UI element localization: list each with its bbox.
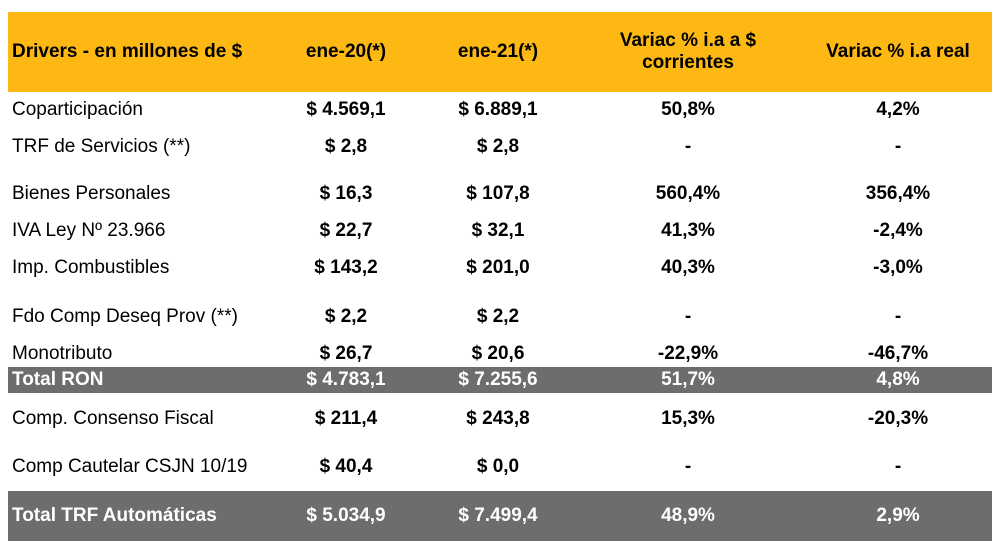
row-ene-20: $ 4.783,1 (306, 369, 386, 390)
row-variac-real: - (894, 136, 902, 157)
row-ene-21: $ 0,0 (476, 456, 520, 477)
header-ene-20: ene-20(*) (305, 41, 387, 62)
row-ene-21: $ 6.889,1 (458, 99, 538, 120)
row-variac-corrientes: 40,3% (661, 257, 715, 278)
row-ene-21: $ 7.499,4 (458, 505, 538, 526)
row-label: Total TRF Automáticas (12, 505, 217, 526)
row-ene-20: $ 16,3 (319, 183, 373, 204)
row-variac-corrientes: - (684, 306, 692, 327)
row-ene-21: $ 2,2 (476, 306, 520, 327)
total-trf-automaticas-row: Total TRF Automáticas $ 5.034,9 $ 7.499,… (8, 491, 992, 541)
row-label: TRF de Servicios (**) (12, 136, 191, 157)
drivers-table: Drivers - en millones de $ ene-20(*) ene… (8, 12, 992, 543)
row-variac-real: 2,9% (876, 505, 920, 526)
header-drivers: Drivers - en millones de $ (12, 41, 243, 62)
row-variac-corrientes: 48,9% (661, 505, 715, 526)
row-variac-corrientes: 41,3% (661, 220, 715, 241)
row-label: Comp Cautelar CSJN 10/19 (12, 456, 248, 477)
row-variac-corrientes: 15,3% (661, 408, 715, 429)
row-label: Fdo Comp Deseq Prov (**) (12, 306, 238, 327)
row-ene-20: $ 211,4 (314, 408, 378, 429)
row-ene-20: $ 22,7 (319, 220, 373, 241)
row-ene-21: $ 243,8 (466, 408, 530, 429)
table-row: IVA Ley Nº 23.966 $ 22,7 $ 32,1 41,3% -2… (8, 212, 992, 250)
row-ene-21: $ 107,8 (466, 183, 530, 204)
row-variac-corrientes: 51,7% (661, 369, 715, 390)
row-variac-real: -20,3% (867, 408, 929, 429)
header-variac-real: Variac % i.a real (826, 41, 970, 62)
row-ene-20: $ 4.569,1 (306, 99, 386, 120)
row-variac-corrientes: 560,4% (655, 183, 721, 204)
row-ene-20: $ 2,2 (324, 306, 368, 327)
row-ene-21: $ 20,6 (471, 343, 525, 364)
row-variac-corrientes: -22,9% (657, 343, 719, 364)
row-label: Bienes Personales (12, 183, 171, 204)
row-variac-real: -2,4% (873, 220, 923, 241)
table-row: Fdo Comp Deseq Prov (**) $ 2,2 $ 2,2 - - (8, 299, 992, 335)
row-label: Monotributo (12, 343, 113, 364)
table-row: TRF de Servicios (**) $ 2,8 $ 2,8 - - (8, 128, 992, 166)
row-ene-20: $ 5.034,9 (306, 505, 386, 526)
row-variac-real: - (894, 456, 902, 477)
row-ene-20: $ 40,4 (319, 456, 373, 477)
table-row: Monotributo $ 26,7 $ 20,6 -22,9% -46,7% (8, 339, 992, 369)
row-ene-20: $ 26,7 (319, 343, 373, 364)
row-ene-21: $ 32,1 (471, 220, 525, 241)
table-row: Comp. Consenso Fiscal $ 211,4 $ 243,8 15… (8, 400, 992, 438)
row-ene-20: $ 143,2 (314, 257, 378, 278)
row-variac-real: -3,0% (873, 257, 923, 278)
row-variac-corrientes: - (684, 456, 692, 477)
row-variac-corrientes: 50,8% (661, 99, 715, 120)
row-label: IVA Ley Nº 23.966 (12, 220, 166, 241)
table-row: Comp Cautelar CSJN 10/19 $ 40,4 $ 0,0 - … (8, 448, 992, 486)
table-row: Coparticipación $ 4.569,1 $ 6.889,1 50,8… (8, 92, 992, 128)
table-header: Drivers - en millones de $ ene-20(*) ene… (8, 12, 992, 92)
row-ene-20: $ 2,8 (324, 136, 368, 157)
table-row: Imp. Combustibles $ 143,2 $ 201,0 40,3% … (8, 250, 992, 286)
row-label: Coparticipación (12, 99, 143, 120)
row-variac-real: 356,4% (865, 183, 931, 204)
row-ene-21: $ 201,0 (466, 257, 530, 278)
row-label: Total RON (12, 369, 104, 390)
row-variac-corrientes: - (684, 136, 692, 157)
total-ron-row: Total RON $ 4.783,1 $ 7.255,6 51,7% 4,8% (8, 367, 992, 393)
table-row: Bienes Personales $ 16,3 $ 107,8 560,4% … (8, 176, 992, 212)
header-ene-21: ene-21(*) (457, 41, 539, 62)
row-ene-21: $ 2,8 (476, 136, 520, 157)
header-variac-corrientes: Variac % i.a a $ corrientes (619, 30, 757, 73)
row-variac-real: -46,7% (867, 343, 929, 364)
row-label: Comp. Consenso Fiscal (12, 408, 214, 429)
row-ene-21: $ 7.255,6 (458, 369, 538, 390)
row-label: Imp. Combustibles (12, 257, 170, 278)
row-variac-real: 4,2% (876, 99, 920, 120)
row-variac-real: - (894, 306, 902, 327)
row-variac-real: 4,8% (876, 369, 920, 390)
